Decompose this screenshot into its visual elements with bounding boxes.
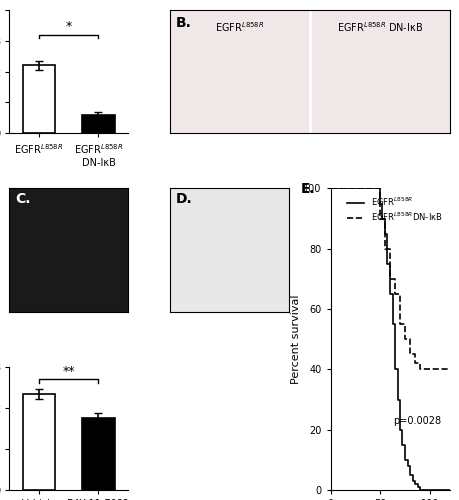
- Text: B.: B.: [175, 16, 191, 30]
- Bar: [82, 418, 115, 490]
- Text: p=0.0028: p=0.0028: [392, 416, 441, 426]
- Y-axis label: Percent survival: Percent survival: [291, 294, 301, 384]
- Text: E.: E.: [301, 182, 316, 196]
- Legend: EGFR$^{L858R}$, EGFR$^{L858R}$DN-IκB: EGFR$^{L858R}$, EGFR$^{L858R}$DN-IκB: [344, 192, 446, 226]
- Text: C.: C.: [15, 192, 31, 206]
- Text: EGFR$^{L858R}$ DN-IκB: EGFR$^{L858R}$ DN-IκB: [337, 20, 423, 34]
- Bar: [82, 114, 115, 133]
- Text: EGFR$^{L858R}$: EGFR$^{L858R}$: [215, 20, 264, 34]
- Text: D.: D.: [176, 192, 193, 206]
- Bar: [22, 66, 56, 133]
- Text: *: *: [66, 20, 72, 34]
- Text: **: **: [62, 365, 75, 378]
- Bar: [22, 394, 56, 490]
